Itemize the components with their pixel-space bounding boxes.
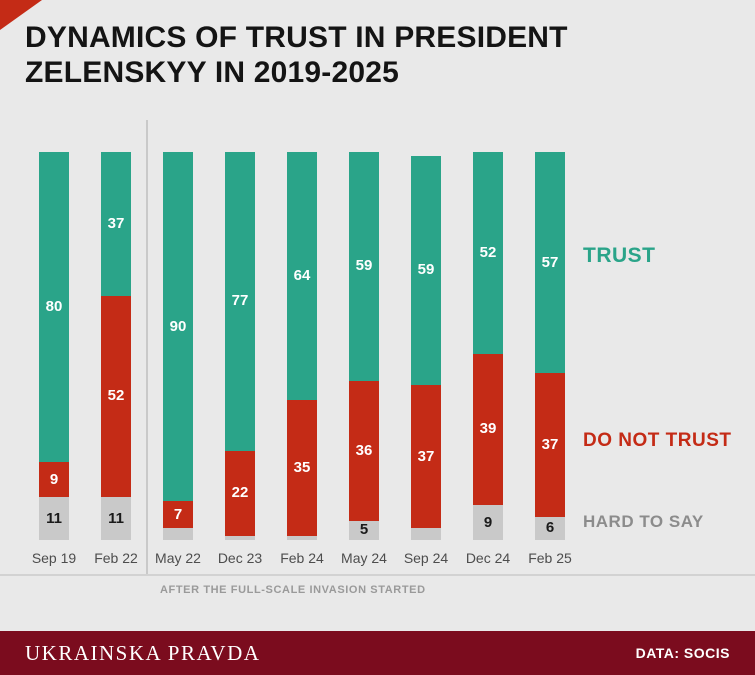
bar-segment-distrust	[349, 380, 379, 521]
chart-title-line2: ZELENSKYY IN 2019-2025	[25, 56, 400, 90]
bar-segment-hard	[287, 536, 317, 540]
legend-label-do-not-trust: DO NOT TRUST	[583, 430, 732, 451]
bar-segment-hard	[349, 520, 379, 540]
bar-segment-hard	[535, 516, 565, 540]
bar-segment-hard	[101, 497, 131, 540]
bar-segment-trust	[535, 152, 565, 374]
bar-segment-distrust	[39, 462, 69, 498]
x-axis-label: May 24	[341, 550, 387, 566]
bar-value-label-trust: 57	[541, 253, 559, 271]
bar-segment-hard	[163, 528, 193, 540]
bar-value-label-trust: 80	[45, 298, 63, 316]
bar-value-label-trust: 37	[107, 214, 125, 232]
bar-value-label-trust: 64	[293, 267, 311, 285]
bar-value-label-trust: 59	[417, 261, 435, 279]
x-axis-label: Feb 24	[280, 550, 324, 566]
bottom-separator-line	[0, 574, 755, 576]
chart-title-line1: DYNAMICS OF TRUST IN PRESIDENT	[25, 21, 568, 54]
x-axis-label: Sep 19	[31, 550, 77, 566]
bar-value-label-distrust: 22	[231, 484, 249, 502]
data-source-label: DATA: SOCIS	[635, 645, 730, 661]
legend-label-hard-to-say: HARD TO SAY	[583, 512, 704, 531]
bar-value-label-distrust: 37	[417, 447, 435, 465]
bar-segment-trust	[101, 152, 131, 296]
bar-segment-hard	[225, 536, 255, 540]
bar-segment-distrust	[535, 373, 565, 517]
bar-value-label-distrust: 9	[49, 470, 59, 488]
bar-segment-trust	[287, 152, 317, 401]
bar-value-label-distrust: 36	[355, 441, 373, 459]
invasion-divider-line	[146, 120, 148, 575]
bar-segment-distrust	[473, 353, 503, 506]
corner-accent-triangle	[0, 0, 42, 30]
bar-value-label-hard: 11	[46, 509, 62, 527]
bar-segment-distrust	[163, 501, 193, 529]
bar-value-label-hard: 11	[108, 509, 124, 527]
bar-value-label-distrust: 39	[479, 420, 497, 438]
bar-segment-distrust	[101, 295, 131, 498]
bar-value-label-hard: 5	[359, 521, 369, 539]
bar-value-label-trust: 77	[231, 292, 249, 310]
x-axis-label: Feb 22	[94, 550, 138, 566]
bar-segment-hard	[39, 497, 69, 540]
footer-bar: UKRAINSKA PRAVDA DATA: SOCIS	[0, 631, 755, 675]
bar-segment-distrust	[287, 400, 317, 537]
x-axis-label: Dec 23	[217, 550, 263, 566]
legend-label-trust: TRUST	[583, 244, 656, 267]
x-axis-label: Feb 25	[528, 550, 572, 566]
bar-value-label-distrust: 7	[173, 505, 183, 523]
bar-value-label-hard: 9	[483, 513, 493, 531]
x-axis-label: Sep 24	[403, 550, 449, 566]
bar-segment-trust	[225, 152, 255, 451]
x-axis-label: Dec 24	[465, 550, 511, 566]
x-axis-label: May 22	[155, 550, 201, 566]
invasion-annotation: AFTER THE FULL-SCALE INVASION STARTED	[160, 584, 426, 596]
bar-segment-trust	[163, 152, 193, 502]
bar-segment-hard	[473, 505, 503, 540]
bar-value-label-hard: 6	[545, 519, 555, 537]
bar-segment-distrust	[411, 384, 441, 529]
publisher-logo: UKRAINSKA PRAVDA	[25, 640, 261, 665]
bar-segment-distrust	[225, 450, 255, 537]
bar-segment-hard	[411, 528, 441, 540]
bar-value-label-trust: 52	[479, 243, 497, 261]
bar-segment-trust	[473, 152, 503, 354]
bar-segment-trust	[411, 155, 441, 385]
bar-value-label-trust: 59	[355, 257, 373, 275]
bar-value-label-distrust: 52	[107, 387, 125, 405]
bar-value-label-trust: 90	[169, 317, 187, 335]
bar-segment-trust	[349, 152, 379, 381]
bar-value-label-distrust: 37	[541, 435, 559, 453]
bar-segment-trust	[39, 152, 69, 463]
chart-title: DYNAMICS OF TRUST IN PRESIDENT ZELENSKYY…	[25, 20, 568, 91]
bar-value-label-distrust: 35	[293, 459, 311, 477]
